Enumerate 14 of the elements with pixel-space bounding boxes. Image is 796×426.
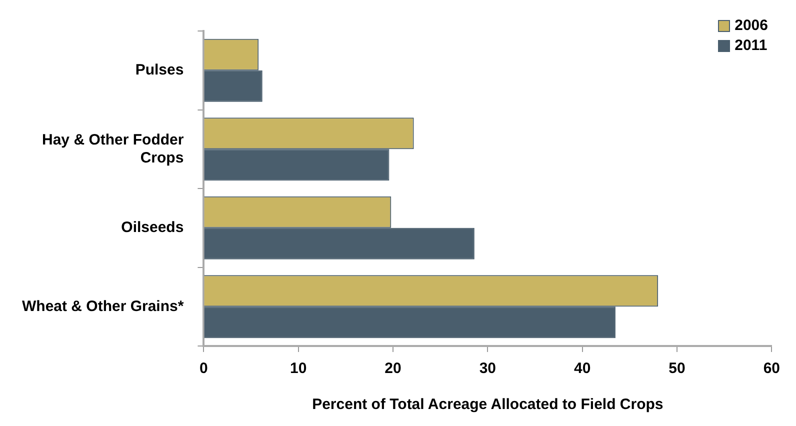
x-axis-title: Percent of Total Acreage Allocated to Field Crops (312, 396, 664, 414)
y-tick-label: Hay & Other Fodder Crops (42, 131, 184, 166)
x-tick-label: 30 (479, 360, 496, 378)
x-tick-label: 0 (200, 360, 208, 378)
x-tick-label: 40 (574, 360, 591, 378)
y-tick-label: Wheat & Other Grains* (22, 298, 184, 315)
x-tick-label: 50 (668, 360, 686, 378)
x-tick-label: 10 (290, 360, 307, 378)
x-tick-label: 20 (384, 360, 402, 378)
legend-label: 2011 (734, 36, 768, 56)
legend-label: 2006 (734, 16, 768, 36)
y-tick-label: Pulses (135, 62, 184, 79)
y-tick-label: Oilseeds (121, 219, 184, 236)
x-tick-label: 60 (763, 360, 780, 378)
